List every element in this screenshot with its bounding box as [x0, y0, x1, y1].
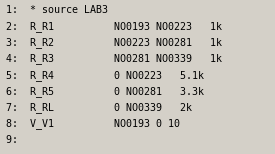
- Text: 5:  R_R4          0 NO0223   5.1k: 5: R_R4 0 NO0223 5.1k: [6, 70, 204, 81]
- Text: 2:  R_R1          NO0193 NO0223   1k: 2: R_R1 NO0193 NO0223 1k: [6, 21, 222, 32]
- Text: 9:: 9:: [6, 135, 30, 145]
- Text: 7:  R_RL          0 NO0339   2k: 7: R_RL 0 NO0339 2k: [6, 102, 192, 113]
- Text: 1:  * source LAB3: 1: * source LAB3: [6, 5, 108, 15]
- Text: 4:  R_R3          NO0281 NO0339   1k: 4: R_R3 NO0281 NO0339 1k: [6, 53, 222, 64]
- Text: 3:  R_R2          NO0223 NO0281   1k: 3: R_R2 NO0223 NO0281 1k: [6, 37, 222, 48]
- Text: 6:  R_R5          0 NO0281   3.3k: 6: R_R5 0 NO0281 3.3k: [6, 86, 204, 97]
- Text: 8:  V_V1          NO0193 0 10: 8: V_V1 NO0193 0 10: [6, 118, 180, 129]
